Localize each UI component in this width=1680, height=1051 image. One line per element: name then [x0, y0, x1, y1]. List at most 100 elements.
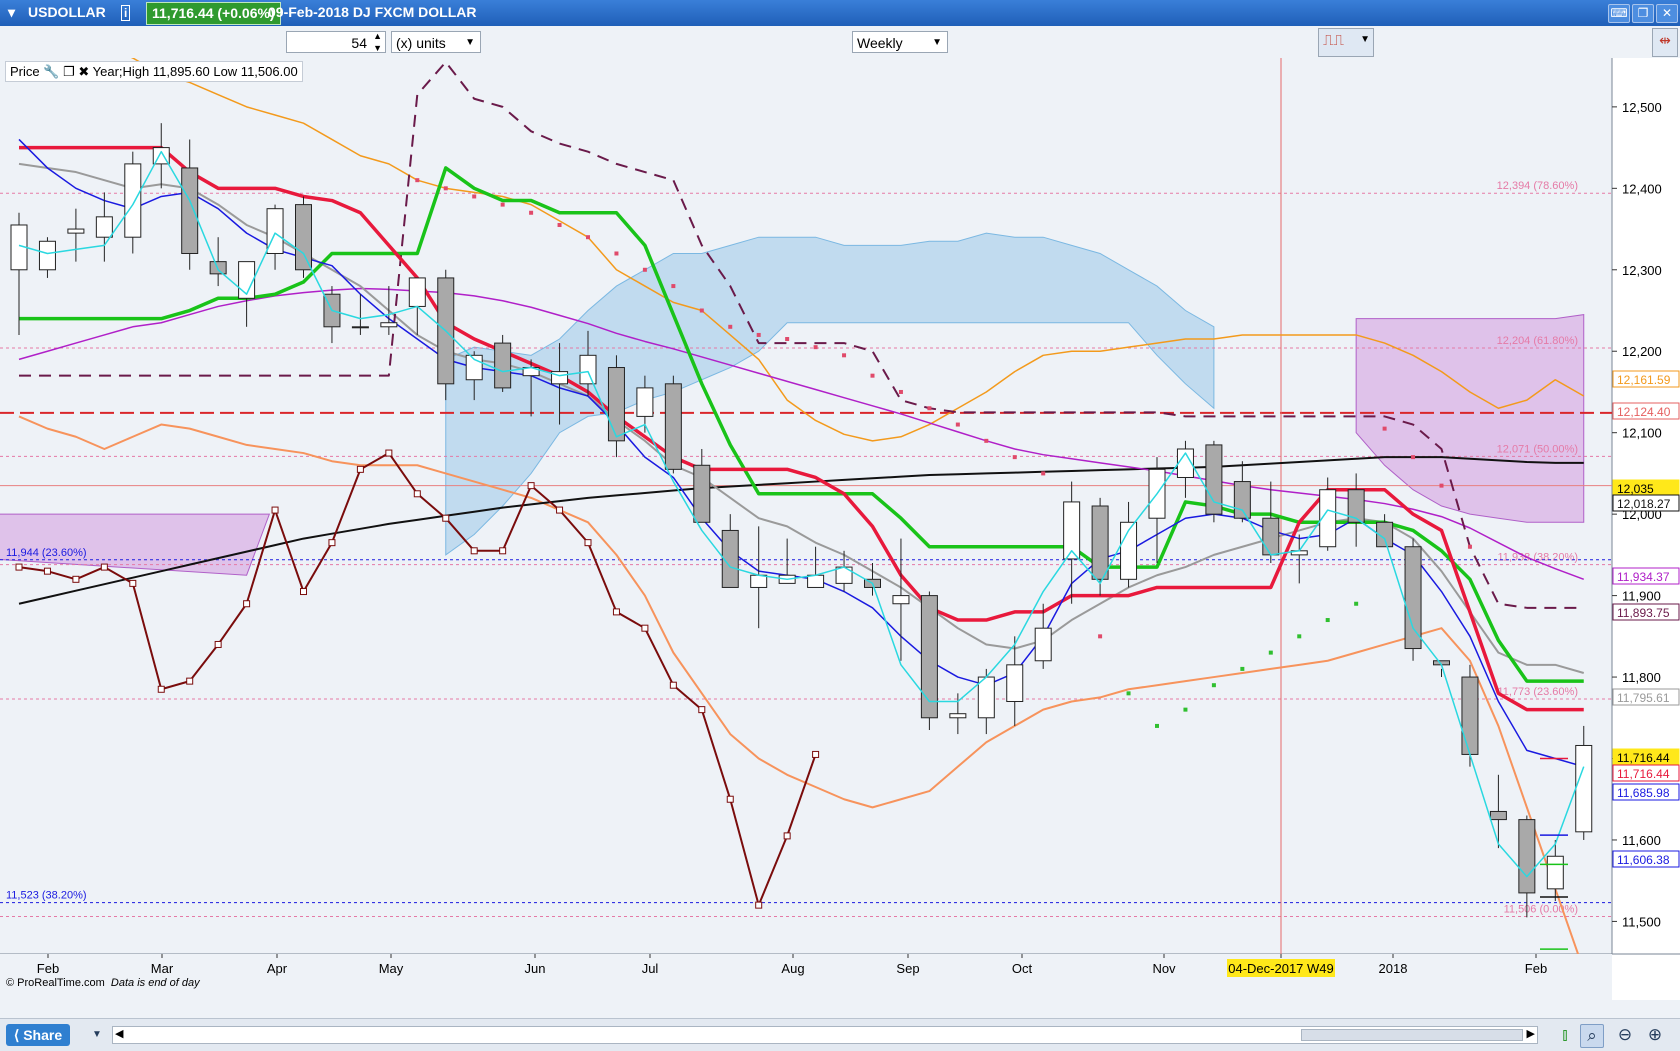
level-label: 11,506 (0.00%)	[1504, 904, 1578, 916]
price-tag	[1612, 783, 1680, 801]
x-label-highlight	[1227, 959, 1335, 977]
psar-dot	[984, 438, 989, 443]
horizontal-scrollbar[interactable]: ◀ ▶	[112, 1026, 1538, 1044]
candle-body	[1347, 489, 1365, 523]
level-label: 12,394 (78.60%)	[1497, 180, 1578, 192]
share-label: Share	[23, 1027, 63, 1043]
x-tick-label: Jun	[525, 961, 546, 976]
price-tag	[1612, 402, 1680, 420]
price-tag-label: 11,716.44	[1617, 767, 1670, 781]
close-window-icon[interactable]: ✕	[1656, 4, 1678, 23]
price-tag	[1612, 603, 1680, 621]
psar-dot	[529, 210, 534, 215]
x-tick-label: 04-Dec-2017 W49	[1228, 961, 1334, 976]
chevron-down-icon: ▼	[932, 37, 942, 48]
psar-dot	[870, 373, 875, 378]
year-stats: Year;High 11,895.60 Low 11,506.00	[92, 64, 298, 79]
scroll-right-icon[interactable]: ▶	[1526, 1028, 1535, 1040]
psar-dot	[699, 308, 704, 313]
price-chart[interactable]: 12,394 (78.60%) 12,204 (61.80%) 12,071 (50…	[0, 58, 1680, 1000]
indicator-menu-button[interactable]: ⎍⎍ ▼	[1318, 28, 1374, 57]
oscillator-point	[157, 685, 165, 693]
price-tag-label: 12,035	[1617, 482, 1654, 496]
x-tick-label: Apr	[267, 961, 288, 976]
oscillator-point	[755, 901, 763, 909]
chart-type-icon[interactable]: ⫾	[1562, 1025, 1568, 1044]
price-change-badge: 11,716.44 (+0.06%)	[146, 2, 281, 25]
indicator-chart-icon: ⎍⎍	[1323, 32, 1345, 49]
oscillator-point	[783, 832, 791, 840]
candle-body	[295, 204, 312, 271]
candle-body	[238, 261, 256, 299]
oscillator-point	[470, 547, 478, 555]
candle-body	[1205, 444, 1223, 515]
oscillator-point	[328, 539, 336, 547]
psar-dot	[586, 235, 590, 240]
psar-dot	[927, 406, 932, 411]
psar-dot	[1126, 691, 1131, 696]
candle-body	[1006, 664, 1024, 702]
y-tick-label: 12,400	[1622, 181, 1662, 196]
candle-body	[607, 367, 625, 442]
candle-body	[807, 574, 825, 588]
candle-body	[949, 713, 967, 719]
panel-toggle-icon[interactable]: ⇹	[1652, 28, 1678, 57]
candle-body	[1376, 521, 1394, 548]
units-select[interactable]: (x) units ▼	[391, 31, 481, 53]
oscillator-point	[812, 750, 820, 758]
timeframe-select[interactable]: Weekly ▼	[852, 31, 948, 53]
oscillator-point	[186, 677, 194, 685]
oscillator-point	[726, 795, 734, 803]
y-tick-label: 12,100	[1622, 426, 1662, 441]
psar-dot	[1411, 455, 1416, 460]
spinner-icon[interactable]: ▲ ▼	[373, 31, 382, 53]
plot-background	[0, 58, 1612, 954]
close-panel-icon[interactable]: ✖	[78, 64, 90, 79]
y-tick-label: 12,500	[1622, 100, 1662, 115]
level-label: 12,204 (61.80%)	[1497, 335, 1578, 347]
bar-count-input[interactable]: 54 ▲ ▼	[286, 31, 386, 53]
ichimoku-cloud-blue	[445, 232, 1215, 556]
scroll-left-icon[interactable]: ◀	[115, 1028, 124, 1040]
app-menu-icon[interactable]: ▾	[8, 4, 16, 20]
psar-dot	[1240, 666, 1245, 671]
info-icon[interactable]: i	[121, 5, 131, 21]
scroll-thumb[interactable]	[1301, 1029, 1523, 1041]
envelope-upper-line	[130, 58, 1585, 442]
symbol-name[interactable]: USDOLLAR	[28, 4, 106, 20]
candle-body	[1575, 744, 1593, 833]
candle-body	[124, 163, 142, 238]
candle-body	[1518, 819, 1536, 894]
price-tag-label: 12,124.40	[1617, 405, 1671, 419]
y-tick-label: 12,200	[1622, 344, 1662, 359]
status-bar: ⟨ Share ▼ ◀ ▶ ⫾ ⌕ ⊖ ⊕	[0, 1018, 1680, 1051]
y-tick-label: 11,500	[1622, 914, 1661, 929]
candle-body	[1461, 676, 1479, 755]
wrench-icon[interactable]: 🔧	[43, 64, 60, 79]
share-button[interactable]: ⟨ Share	[6, 1024, 70, 1046]
psar-dot	[671, 284, 676, 289]
bar-count-value: 54	[351, 35, 367, 51]
candle-body	[38, 240, 56, 271]
y-tick-label: 11,600	[1622, 833, 1661, 848]
zoom-in-icon[interactable]: ⊕	[1647, 1025, 1663, 1044]
psar-dot	[1382, 426, 1387, 431]
candle-body	[579, 354, 597, 385]
keyboard-icon[interactable]: ⌨	[1608, 4, 1630, 23]
psar-dot	[1041, 471, 1046, 476]
price-tag-label: 11,716.44	[1617, 751, 1670, 765]
level-label: 11,773 (23.60%)	[1497, 686, 1578, 698]
psar-dot	[1297, 634, 1302, 639]
duplicate-icon[interactable]: ❐	[63, 64, 75, 79]
share-menu-chevron-icon[interactable]: ▼	[92, 1029, 102, 1040]
copyright-text: © ProRealTime.com	[6, 977, 105, 989]
x-tick-label: Oct	[1012, 961, 1033, 976]
chart-area[interactable]: 12,394 (78.60%) 12,204 (61.80%) 12,071 (50…	[0, 58, 1680, 1000]
oscillator-point	[556, 506, 564, 514]
restore-window-icon[interactable]: ❐	[1632, 4, 1654, 23]
price-tag	[1612, 764, 1680, 782]
psar-dot	[813, 345, 818, 350]
oscillator-point	[442, 514, 450, 522]
zoom-area-icon[interactable]: ⌕	[1580, 1024, 1604, 1048]
zoom-out-icon[interactable]: ⊖	[1617, 1025, 1633, 1044]
